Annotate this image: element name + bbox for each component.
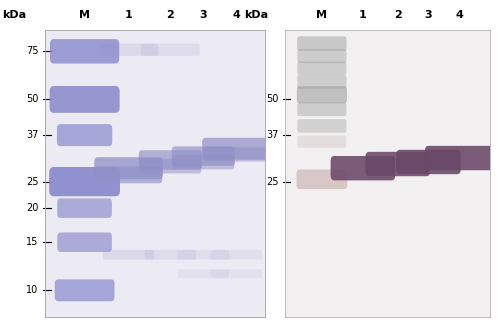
FancyBboxPatch shape	[94, 157, 163, 179]
Text: 2: 2	[394, 10, 402, 20]
Text: 25: 25	[26, 177, 38, 187]
Text: M: M	[79, 10, 90, 20]
Text: kDa: kDa	[244, 10, 268, 20]
Text: 25: 25	[266, 177, 279, 187]
FancyBboxPatch shape	[138, 150, 202, 170]
FancyBboxPatch shape	[172, 155, 234, 169]
FancyBboxPatch shape	[144, 250, 196, 260]
Text: 75: 75	[26, 46, 38, 56]
Text: 4: 4	[456, 10, 463, 20]
FancyBboxPatch shape	[99, 44, 158, 56]
FancyBboxPatch shape	[330, 156, 395, 181]
Text: 1: 1	[124, 10, 132, 20]
FancyBboxPatch shape	[211, 269, 262, 278]
FancyBboxPatch shape	[57, 124, 112, 146]
FancyBboxPatch shape	[140, 159, 202, 174]
FancyBboxPatch shape	[297, 36, 346, 51]
Text: 2: 2	[166, 10, 174, 20]
Text: 20: 20	[26, 203, 38, 213]
Text: 50: 50	[266, 94, 279, 104]
FancyBboxPatch shape	[366, 152, 430, 176]
FancyBboxPatch shape	[298, 75, 346, 89]
FancyBboxPatch shape	[178, 250, 229, 260]
FancyBboxPatch shape	[296, 170, 348, 189]
Text: 15: 15	[26, 237, 38, 247]
FancyBboxPatch shape	[298, 50, 346, 63]
FancyBboxPatch shape	[298, 61, 346, 75]
Text: 50: 50	[26, 94, 38, 104]
Text: 10: 10	[26, 285, 38, 295]
Text: 3: 3	[200, 10, 207, 20]
FancyBboxPatch shape	[202, 138, 270, 160]
Text: 1: 1	[359, 10, 367, 20]
FancyBboxPatch shape	[54, 280, 114, 301]
FancyBboxPatch shape	[298, 136, 346, 148]
FancyBboxPatch shape	[50, 39, 119, 64]
FancyBboxPatch shape	[297, 86, 347, 103]
FancyBboxPatch shape	[103, 250, 154, 260]
FancyBboxPatch shape	[425, 146, 494, 170]
FancyBboxPatch shape	[204, 147, 270, 162]
FancyBboxPatch shape	[298, 119, 346, 133]
FancyBboxPatch shape	[49, 167, 120, 196]
Text: 4: 4	[232, 10, 240, 20]
Text: M: M	[316, 10, 328, 20]
FancyBboxPatch shape	[58, 198, 112, 218]
FancyBboxPatch shape	[95, 166, 162, 183]
Text: 37: 37	[26, 130, 38, 140]
FancyBboxPatch shape	[396, 150, 461, 174]
Text: 37: 37	[266, 130, 279, 140]
FancyBboxPatch shape	[210, 250, 262, 260]
Text: 3: 3	[424, 10, 432, 20]
FancyBboxPatch shape	[141, 44, 200, 56]
FancyBboxPatch shape	[58, 232, 112, 252]
FancyBboxPatch shape	[172, 147, 235, 166]
FancyBboxPatch shape	[298, 103, 346, 116]
FancyBboxPatch shape	[50, 86, 119, 113]
FancyBboxPatch shape	[178, 269, 229, 278]
Text: kDa: kDa	[2, 10, 26, 20]
